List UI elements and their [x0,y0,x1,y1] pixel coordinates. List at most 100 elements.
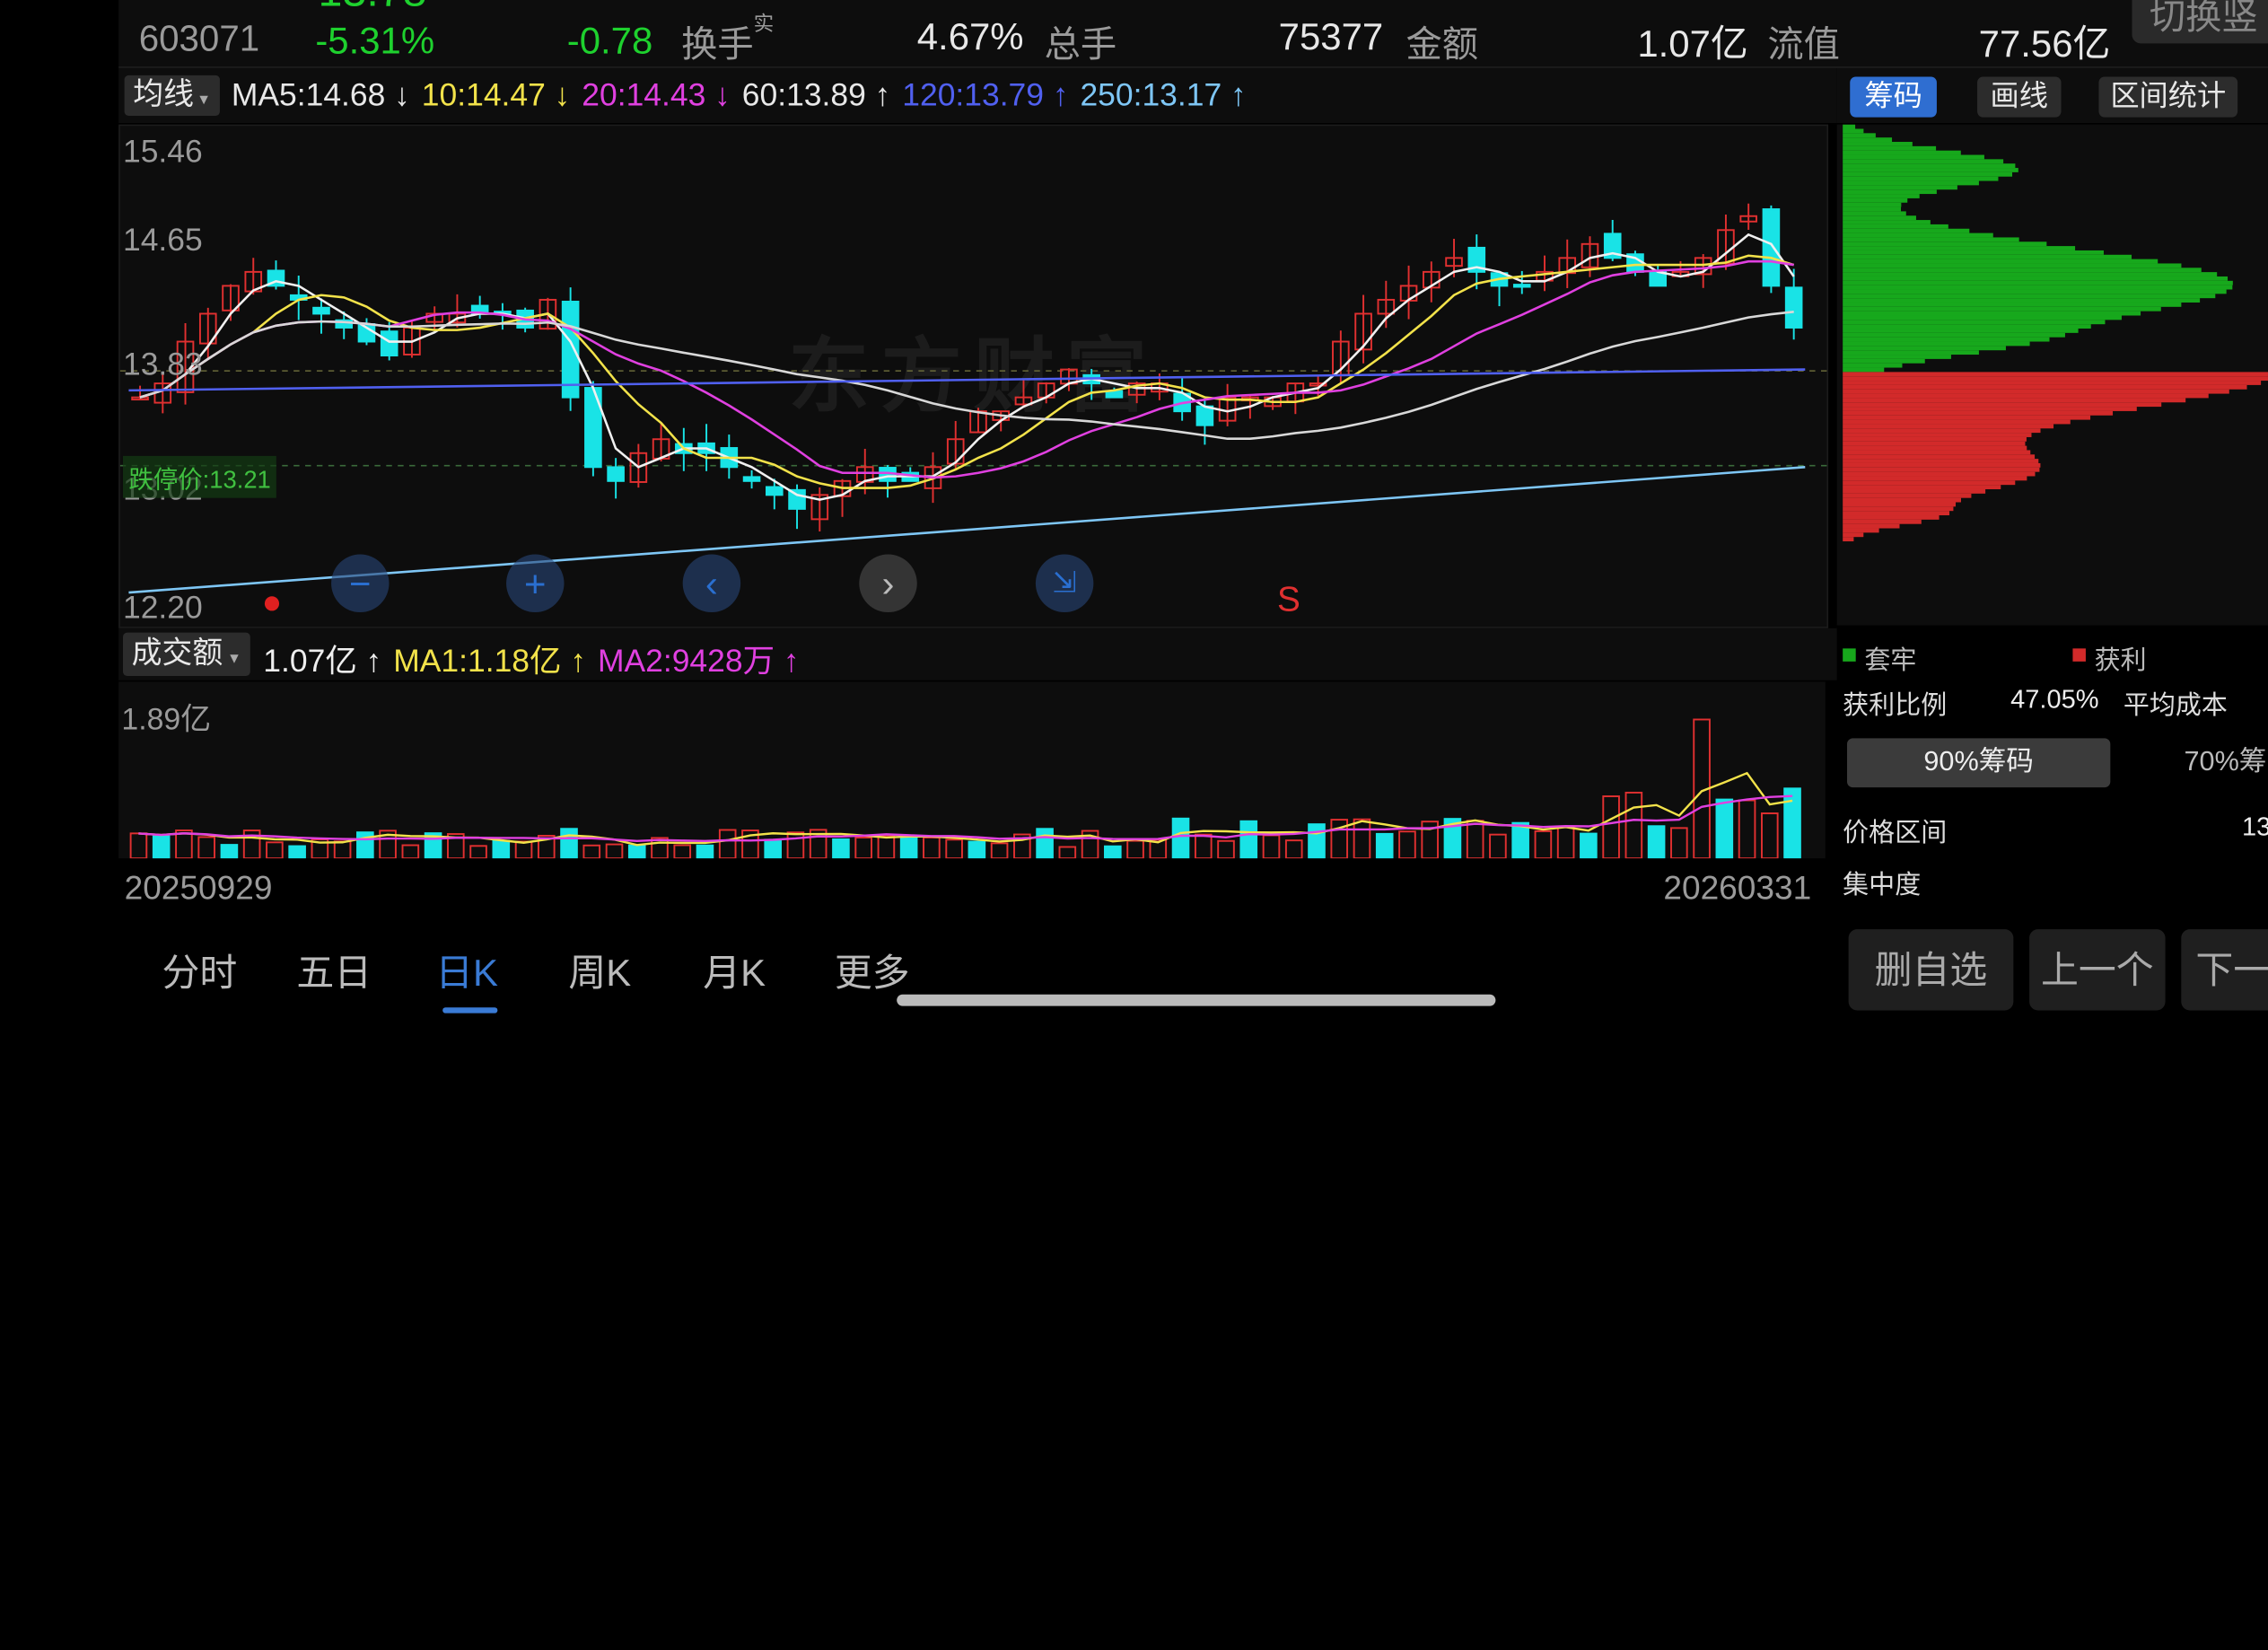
tab-drawline[interactable]: 画线 [1977,76,2062,118]
profit-chip-bar [1843,433,2032,437]
profit-chip-bar [1843,410,2114,416]
loss-chip-bar [1843,237,2019,242]
loss-chip-bar [1843,150,1961,155]
volume-axis-label: 1.89亿 [121,703,212,737]
ma60-line [139,311,1794,441]
profit-chip-bar [1843,415,2091,420]
loss-chip-bar [1843,355,1951,359]
volume-bar [175,829,193,859]
volume-label: 总手 [1044,24,1117,66]
volume-panel[interactable]: 1.89亿 [118,681,1826,859]
candle-body [380,330,398,357]
tab-70-chips[interactable]: 70%筹 [2185,738,2268,787]
loss-chip-bar [1843,228,1970,233]
tab-weekly-k[interactable]: 周K [568,951,632,995]
amount-value: 1.07亿 [1637,22,1748,66]
profit-chip-bar [1843,497,1961,503]
tab-intraday[interactable]: 分时 [162,951,238,995]
volume-ma1-line [138,771,1793,847]
volume-values: 1.07亿 ↑ MA1:1.18亿 ↑ MA2:9428万 ↑ [263,636,799,682]
profit-chip-bar [1843,462,2041,468]
ma-selector[interactable]: 均线 ▼ [124,75,220,116]
profit-chip-bar [1843,428,2041,434]
zoom-in-icon[interactable]: + [506,554,565,613]
tab-label: 90%筹码 [1923,746,2034,777]
loss-chip-bar [1843,263,2182,268]
next-button[interactable]: 下一 [2181,929,2268,1011]
profit-chip-bar [1843,532,1864,538]
loss-chip-bar [1843,329,2079,333]
tab-monthly-k[interactable]: 月K [703,951,766,995]
shrink-icon[interactable]: ⇲ [1035,554,1094,613]
volume-value: 1.07亿 ↑ [263,642,382,680]
volume-bar [1126,839,1144,859]
candle-body [1377,298,1396,315]
volume-bar [197,836,215,859]
loss-chip-bar [1843,285,2233,290]
profit-chip-bar [1843,454,2036,460]
volume-bar [582,844,601,859]
loss-chip-bar [1843,142,1913,146]
kline-panel[interactable]: 东方财富 15.46 14.65 13.83 13.02 12.20 跌停价:1… [118,124,1829,628]
volume-bar [990,842,1009,859]
header-bar: 603071 13.78 -5.31% -0.78 换手 实 4.67% 总手 … [118,0,2268,68]
volume-bar [537,834,556,859]
home-indicator[interactable] [897,994,1496,1006]
volume-bar [152,835,171,859]
loss-chip-bar [1843,311,2141,316]
profit-chip-bar [1843,419,2071,425]
profit-chip-bar [1843,480,2016,486]
volume-bar [220,844,239,859]
tab-label: 筹码 [1864,81,1922,113]
candle-body [335,319,354,329]
volume-bar [401,844,420,859]
tab-chips[interactable]: 筹码 [1850,76,1937,118]
profit-chip-bar [1843,485,2001,489]
avg-cost-label: 平均成本 [2123,690,2228,720]
loss-chip-bar [1843,180,1979,186]
profit-chip-bar [1843,519,1922,524]
loss-chip-bar [1843,276,2229,281]
switch-button[interactable]: 切换竖 [2132,0,2268,44]
turnover-sup: 实 [753,11,775,35]
tab-range-stats[interactable]: 区间统计 [2098,76,2238,118]
tab-90-chips[interactable]: 90%筹码 [1847,738,2111,788]
ma120-line [128,368,1806,392]
remove-watchlist-button[interactable]: 删自选 [1848,929,2014,1011]
volume-bar [1421,821,1439,859]
volume-bar [1330,819,1349,859]
zoom-out-icon[interactable]: − [331,554,390,613]
volume-bar [718,829,737,859]
candle-body [742,476,761,482]
loss-chip-bar [1843,137,1893,143]
volume-selector-label: 成交额 [131,636,223,671]
volume-bar [379,829,397,859]
profit-chip-bar [1843,471,2036,477]
volume-bar [741,829,759,859]
profit-chip-bar [1843,523,1900,529]
tab-daily-k[interactable]: 日K [435,951,498,995]
profit-chip-bar [1843,488,1986,494]
volume-bar [1081,829,1099,859]
tab-more[interactable]: 更多 [834,951,910,995]
previous-button[interactable]: 上一个 [2029,929,2166,1011]
volume-bar [923,836,941,859]
volume-bar [469,845,487,859]
volume-bar [1284,839,1303,859]
volume-selector[interactable]: 成交额 ▼ [122,632,250,676]
volume-bar-header: 成交额 ▼ 1.07亿 ↑ MA1:1.18亿 ↑ MA2:9428万 ↑ [118,628,1837,680]
loss-chip-bar [1843,350,1979,355]
candle-body [312,306,330,315]
volume-bar [1602,795,1620,859]
volume-bar [899,835,918,859]
ma-selector-label: 均线 [133,78,194,112]
chip-distribution-chart [1843,124,2268,542]
scroll-right-icon[interactable]: › [859,554,917,613]
tab-five-day[interactable]: 五日 [296,951,372,995]
scroll-left-icon[interactable]: ‹ [682,554,741,613]
loss-chip-bar [1843,358,1925,364]
profit-chip-bar [1843,515,1940,520]
profit-chip-bar [1843,506,1954,512]
loss-chip-bar [1843,250,2104,255]
loss-chip-bar [1843,128,1864,134]
